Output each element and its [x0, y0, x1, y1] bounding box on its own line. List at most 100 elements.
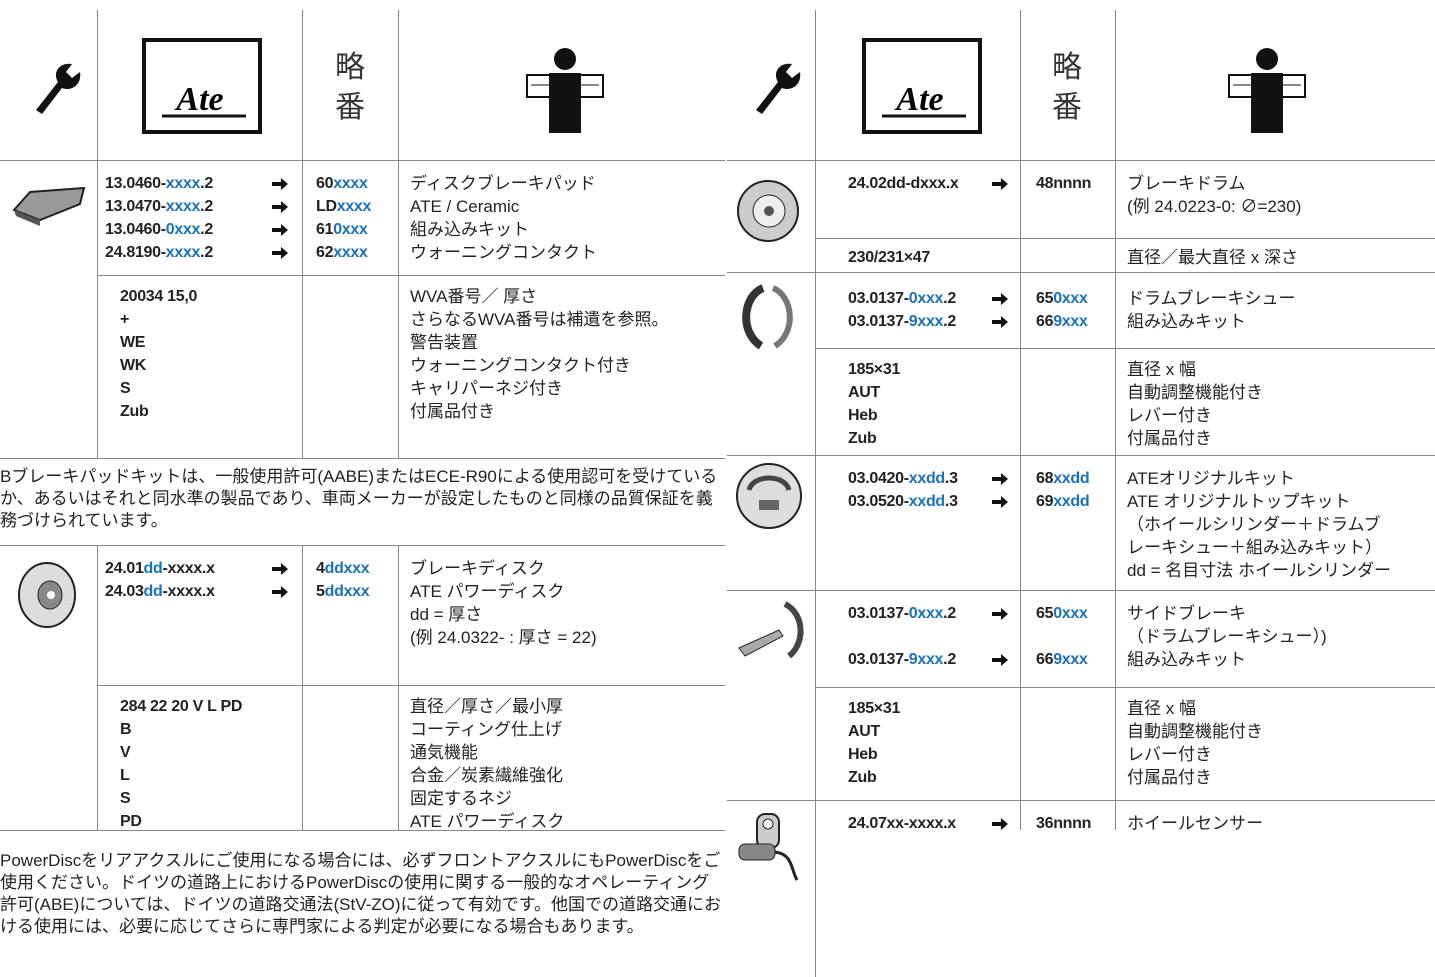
spec-code: PD	[120, 813, 142, 830]
part-number-part: xxxx	[165, 244, 201, 261]
part-number-part: .2	[200, 175, 213, 192]
spec-description: さらなるWVA番号は補遺を参照。	[410, 310, 669, 329]
spec-description: ATE パワーディスク	[410, 812, 565, 831]
short-number-part: LD	[316, 198, 337, 215]
short-number: 4ddxxx	[316, 557, 370, 580]
abbr-top: 略	[1052, 51, 1082, 84]
short-number-part: 66	[1036, 651, 1054, 668]
arrow	[272, 178, 288, 190]
short-number-part: 60	[316, 175, 334, 192]
part-number: 03.0137-0xxx.2	[848, 602, 956, 625]
spec-description: 直径 x 幅	[1127, 699, 1196, 718]
short-number: 48nnnn	[1036, 172, 1091, 195]
part-number-part: -xxxx.x	[162, 583, 215, 600]
wrench-icon	[36, 63, 81, 114]
part-number-part: .3	[944, 470, 958, 487]
spec-code: 185×31	[848, 361, 901, 378]
spec-code: 20034 15,0	[120, 288, 198, 305]
part-number-part: 13.0460-	[105, 221, 166, 238]
arrow	[272, 247, 288, 259]
brake-pad-icon	[12, 186, 86, 226]
brake-kit-icon	[736, 463, 802, 529]
arrow	[992, 654, 1008, 666]
rule	[1020, 10, 1021, 830]
spec-description: レバー付き	[1127, 745, 1212, 764]
brake-disc-icon	[18, 562, 76, 628]
short-number: 650xxx	[1036, 287, 1088, 310]
short-number-part: 62	[316, 244, 334, 261]
rule	[727, 272, 1435, 273]
arrow	[272, 224, 288, 236]
spec-description: 直径 x 幅	[1127, 360, 1196, 379]
caliper-icon	[1228, 48, 1306, 133]
description: サイドブレーキ	[1127, 604, 1246, 623]
note: PowerDiscをリアアクスルにご使用になる場合には、必ずフロントアクスルにも…	[0, 851, 721, 936]
part-number-part: xxdd	[908, 493, 945, 510]
spec-description: キャリパーネジ付き	[410, 379, 563, 398]
part-number-part: xxxx	[165, 175, 201, 192]
part-number-part: 0xxx	[908, 605, 944, 622]
part-number-part: 03.0137-	[848, 290, 909, 307]
description: ブレーキディスク	[410, 559, 545, 578]
arrow	[272, 563, 288, 575]
spec-description: ウォーニングコンタクト付き	[410, 356, 631, 375]
rule	[1115, 10, 1116, 830]
part-number-part: 9xxx	[908, 651, 944, 668]
part-number-part: xxxx	[165, 198, 201, 215]
part-number-part: .2	[943, 651, 956, 668]
part-number-part: 24.02dd-dxxx.x	[848, 175, 959, 192]
spec-code: S	[120, 790, 131, 807]
short-number-part: 66	[1036, 313, 1054, 330]
rule	[97, 10, 98, 160]
rule	[0, 458, 725, 459]
spec-code: L	[120, 767, 130, 784]
spec-code: Heb	[848, 746, 878, 763]
arrow	[992, 818, 1008, 830]
part-number: 13.0460-0xxx.2	[105, 218, 213, 241]
short-number: 650xxx	[1036, 602, 1088, 625]
spec-description: 固定するネジ	[410, 789, 512, 808]
part-number: 03.0137-9xxx.2	[848, 310, 956, 333]
part-number-part: .2	[200, 244, 213, 261]
part-number-part: .2	[943, 313, 956, 330]
ate-logo: Ate	[142, 38, 262, 134]
description: (例 24.0322- : 厚さ = 22)	[410, 628, 597, 647]
part-number-part: 24.07xx-xxxx.x	[848, 815, 956, 832]
short-number: 36nnnn	[1036, 812, 1091, 835]
arrow	[272, 201, 288, 213]
spec-description: 付属品付き	[410, 402, 495, 421]
rule	[0, 160, 725, 161]
brake-shoe-icon	[742, 284, 793, 350]
spec-description: 付属品付き	[1127, 768, 1212, 787]
rule	[398, 10, 399, 160]
short-number-part: xxdd	[1053, 470, 1090, 487]
short-number-part: 9xxx	[1053, 651, 1088, 668]
part-number-part: .3	[944, 493, 958, 510]
spec-description: コーティング仕上げ	[410, 720, 562, 739]
spec-code: +	[120, 311, 130, 328]
part-number-part: 24.03	[105, 583, 144, 600]
rule	[97, 275, 725, 276]
description: 組み込みキット	[410, 220, 529, 239]
short-number-part: xxxx	[336, 198, 372, 215]
part-number-part: 24.8190-	[105, 244, 166, 261]
short-number: 62xxxx	[316, 241, 368, 264]
rule	[398, 160, 399, 458]
description: ATEオリジナルキット	[1127, 469, 1295, 488]
arrow	[272, 586, 288, 598]
description: ブレーキドラム	[1127, 174, 1246, 193]
caliper-icon	[526, 48, 604, 133]
short-number-part: 4	[316, 560, 325, 577]
side-brake-icon	[738, 601, 804, 659]
short-number: LDxxxx	[316, 195, 371, 218]
part-number-part: .2	[943, 605, 956, 622]
short-number-part: ddxxx	[324, 560, 370, 577]
part-number: 13.0470-xxxx.2	[105, 195, 213, 218]
wheel-sensor-icon	[738, 813, 799, 881]
description: dd = 厚さ	[410, 605, 483, 624]
rule	[815, 687, 1435, 688]
spec-code: WE	[120, 334, 146, 351]
spec-code: V	[120, 744, 131, 761]
brake-drum-icon	[737, 180, 799, 242]
part-number-part: xxdd	[908, 470, 945, 487]
